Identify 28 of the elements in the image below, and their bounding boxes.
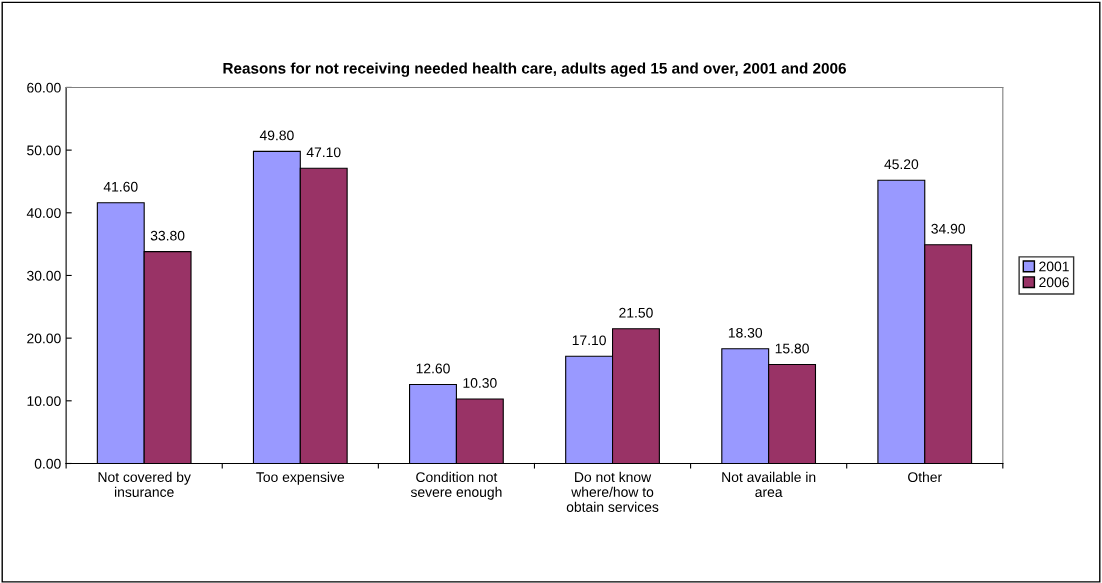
legend-label: 2001 — [1039, 261, 1069, 272]
data-label: 12.60 — [416, 363, 450, 374]
y-tick-label: 50.00 — [27, 145, 61, 156]
data-label: 49.80 — [259, 130, 294, 141]
x-tick-label: Other — [908, 471, 942, 483]
y-tick-label: 40.00 — [26, 208, 61, 218]
y-tick-label: 10.00 — [27, 396, 61, 406]
data-label: 47.10 — [306, 147, 341, 158]
data-label: 18.30 — [728, 327, 763, 338]
data-label: 41.60 — [103, 181, 138, 192]
x-tick-label: Too expensive — [256, 471, 345, 485]
y-tick-label: 20.00 — [27, 333, 61, 344]
x-tick-label: Not covered by insurance — [98, 471, 191, 497]
data-label: 10.30 — [463, 378, 497, 388]
data-label: 33.80 — [150, 230, 185, 241]
data-label: 17.10 — [572, 335, 606, 346]
y-tick-label: 0.00 — [34, 458, 61, 469]
data-label: 15.80 — [775, 343, 809, 354]
y-tick-label: 30.00 — [27, 270, 61, 281]
x-tick-label: Not available in area — [722, 471, 816, 497]
x-tick-label: Condition not severe enough — [410, 471, 502, 500]
y-tick-label: 60.00 — [27, 82, 61, 93]
chart-title: Reasons for not receiving needed health care, adults aged 15 and over, 2001 and 2006 — [223, 62, 846, 77]
legend-label: 2006 — [1039, 277, 1069, 288]
data-label: 34.90 — [931, 223, 966, 234]
x-tick-label: Do not know where/how to obtain services — [566, 471, 659, 512]
data-label: 45.20 — [884, 159, 919, 170]
data-label: 21.50 — [619, 307, 653, 318]
